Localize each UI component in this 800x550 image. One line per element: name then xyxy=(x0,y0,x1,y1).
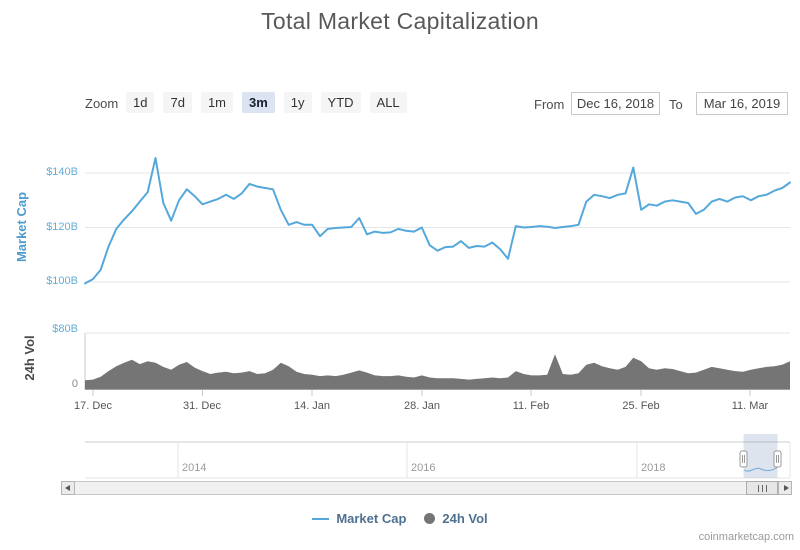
legend-label-24h-vol: 24h Vol xyxy=(442,511,488,526)
x-axis-ticks xyxy=(92,389,751,396)
market-cap-line xyxy=(84,157,791,285)
from-label: From xyxy=(534,97,565,112)
attribution-link[interactable]: coinmarketcap.com xyxy=(698,531,794,543)
ytick-140b: $140B xyxy=(46,166,78,178)
scrollbar-grip-icon xyxy=(758,485,767,492)
legend-item-24h-vol[interactable]: 24h Vol xyxy=(424,511,488,526)
xtick-11-feb: 11. Feb xyxy=(512,400,550,412)
zoom-button-1m[interactable]: 1m xyxy=(200,92,233,113)
zoom-button-3m[interactable]: 3m xyxy=(242,92,275,113)
chart-title: Total Market Capitalization xyxy=(261,8,539,34)
navigator-gridlines xyxy=(177,442,791,478)
scroll-right-button[interactable] xyxy=(778,481,792,495)
line-symbol-icon xyxy=(312,517,330,520)
xtick-17-dec: 17. Dec xyxy=(74,400,112,412)
zoom-button-group: 1d 7d 1m 3m 1y YTD ALL xyxy=(126,92,407,113)
navigator-year-2018: 2018 xyxy=(641,462,666,474)
ytick-0: 0 xyxy=(71,378,78,390)
legend: Market Cap 24h Vol xyxy=(0,511,800,526)
xtick-28-jan: 28. Jan xyxy=(403,400,441,412)
ytick-100b: $100B xyxy=(46,275,78,287)
zoom-button-1y[interactable]: 1y xyxy=(283,92,312,113)
volume-area xyxy=(85,354,790,390)
navigator-handle-right[interactable] xyxy=(773,450,782,468)
ytick-120b: $120B xyxy=(46,220,78,233)
scroll-left-button[interactable] xyxy=(61,481,75,495)
zoom-button-all[interactable]: ALL xyxy=(369,92,407,113)
navigator-selected-range[interactable] xyxy=(743,434,778,478)
zoom-button-7d[interactable]: 7d xyxy=(163,92,192,113)
to-date-input[interactable] xyxy=(696,92,788,115)
xtick-31-dec: 31. Dec xyxy=(183,400,221,412)
zoom-button-1d[interactable]: 1d xyxy=(126,92,155,113)
circle-symbol-icon xyxy=(424,513,436,524)
scroll-left-icon xyxy=(65,485,70,491)
scrollbar-thumb[interactable] xyxy=(746,481,778,495)
xtick-14-jan: 14. Jan xyxy=(293,400,331,412)
navigator-handle-left[interactable] xyxy=(739,450,748,468)
navigator-scrollbar[interactable] xyxy=(61,481,792,495)
xtick-11-mar: 11. Mar xyxy=(731,400,769,412)
volume-axis-title: 24h Vol xyxy=(22,335,37,381)
market-cap-axis-title: Market Cap xyxy=(14,191,29,263)
from-date-input[interactable] xyxy=(571,92,660,115)
zoom-button-ytd[interactable]: YTD xyxy=(320,92,361,113)
ytick-80b: $80B xyxy=(52,323,78,335)
navigator-series-preview xyxy=(743,467,778,472)
navigator-year-2014: 2014 xyxy=(182,462,207,474)
scroll-right-icon xyxy=(784,485,789,491)
to-label: To xyxy=(669,97,683,112)
navigator-year-2016: 2016 xyxy=(411,462,436,474)
xtick-25-feb: 25. Feb xyxy=(622,400,660,412)
zoom-range-label: Zoom xyxy=(85,96,119,111)
legend-label-market-cap: Market Cap xyxy=(336,511,407,526)
legend-item-market-cap[interactable]: Market Cap xyxy=(312,511,406,526)
